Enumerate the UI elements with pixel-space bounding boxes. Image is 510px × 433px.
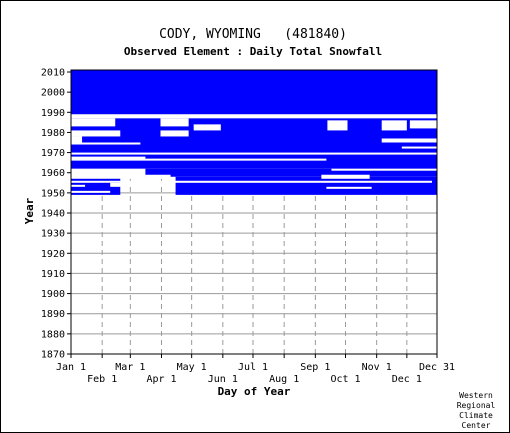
gap-block-7 xyxy=(71,130,121,137)
y-tick-label-1980: 1980 xyxy=(41,128,65,139)
gap-block-23 xyxy=(71,190,111,193)
gap-block-4 xyxy=(327,120,348,131)
gap-block-3 xyxy=(193,124,221,131)
axis-ticks: 1870 1880 1890 1900 1910 1920 1930 1940 1950 1960… xyxy=(41,68,455,385)
y-tick-label-1910: 1910 xyxy=(41,269,65,280)
x-tick-label-dec-1: Dec 1 xyxy=(392,374,422,385)
chart-subtitle: Observed Element : Daily Total Snowfall xyxy=(124,45,382,58)
x-tick-label-mar-1: Mar 1 xyxy=(115,362,145,373)
gap-block-19 xyxy=(321,174,370,179)
gap-block-24 xyxy=(326,186,372,189)
coverage-block-0 xyxy=(71,70,437,115)
x-tick-label-jun-1: Jun 1 xyxy=(208,374,238,385)
credit-line-3: Climate xyxy=(459,411,493,420)
coverage-block-4 xyxy=(175,176,438,195)
y-tick-label-1940: 1940 xyxy=(41,209,65,220)
x-tick-label-jul-1: Jul 1 xyxy=(238,362,268,373)
plot-border xyxy=(70,69,438,355)
y-tick-label-2010: 2010 xyxy=(41,68,65,79)
coverage-block-2 xyxy=(71,168,437,177)
gap-block-9 xyxy=(71,136,83,143)
gap-block-10 xyxy=(71,142,141,145)
y-axis-title: Year xyxy=(23,197,36,224)
gap-block-18 xyxy=(145,174,171,179)
gap-block-20 xyxy=(71,180,432,183)
gap-block-2 xyxy=(160,118,189,127)
y-tick-label-1930: 1930 xyxy=(41,229,65,240)
gap-block-8 xyxy=(160,130,189,137)
x-tick-label-aug-1: Aug 1 xyxy=(269,374,299,385)
chart-title: CODY, WYOMING (481840) xyxy=(159,27,347,42)
gap-block-13 xyxy=(71,152,437,155)
x-axis-title: Day of Year xyxy=(218,385,291,398)
gap-block-11 xyxy=(381,138,437,143)
gap-block-15 xyxy=(145,158,327,161)
gap-block-21 xyxy=(71,184,86,187)
credit-line-2: Regional xyxy=(457,401,496,410)
credit-line-4: Center xyxy=(462,421,491,430)
x-tick-label-nov-1: Nov 1 xyxy=(362,362,392,373)
gap-block-1 xyxy=(71,118,116,127)
credit-block: Western Regional Climate Center xyxy=(457,391,496,430)
y-tick-label-1880: 1880 xyxy=(41,329,65,340)
x-tick-label-jan-1: Jan 1 xyxy=(56,362,86,373)
x-tick-label-sep-1: Sep 1 xyxy=(300,362,330,373)
y-tick-label-1950: 1950 xyxy=(41,188,65,199)
y-tick-label-1870: 1870 xyxy=(41,350,65,361)
y-tick-label-1960: 1960 xyxy=(41,168,65,179)
x-tick-label-may-1: May 1 xyxy=(177,362,207,373)
gap-block-14 xyxy=(71,156,146,161)
gap-block-6 xyxy=(409,120,437,129)
x-tick-label-feb-1: Feb 1 xyxy=(87,374,117,385)
gap-block-12 xyxy=(401,146,437,149)
gap-block-17 xyxy=(71,168,146,179)
y-tick-label-1990: 1990 xyxy=(41,108,65,119)
gap-block-22 xyxy=(110,182,170,187)
y-tick-label-1970: 1970 xyxy=(41,148,65,159)
gap-block-0 xyxy=(71,114,437,119)
gap-block-5 xyxy=(381,120,407,131)
y-tick-label-1890: 1890 xyxy=(41,309,65,320)
x-tick-label-oct-1: Oct 1 xyxy=(330,374,360,385)
data-gaps xyxy=(71,114,437,193)
gap-block-16 xyxy=(331,168,437,171)
x-tick-label-dec-31: Dec 31 xyxy=(419,362,455,373)
credit-line-1: Western xyxy=(459,391,493,400)
x-tick-label-apr-1: Apr 1 xyxy=(146,374,176,385)
y-tick-label-1900: 1900 xyxy=(41,289,65,300)
y-tick-label-2000: 2000 xyxy=(41,88,65,99)
y-tick-label-1920: 1920 xyxy=(41,249,65,260)
